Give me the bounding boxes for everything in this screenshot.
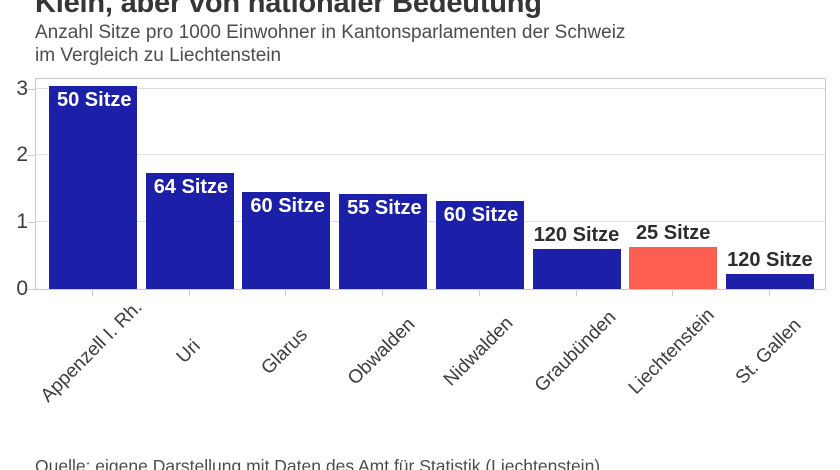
x-tick-mark-st-gallen bbox=[768, 290, 770, 296]
y-axis-tick-label-2: 2 bbox=[16, 143, 28, 167]
chart-subtitle: Anzahl Sitze pro 1000 Einwohner in Kanto… bbox=[35, 22, 625, 67]
subtitle-line-2: im Vergleich zu Liechtenstein bbox=[35, 44, 282, 66]
x-tick-mark-obwalden bbox=[382, 290, 384, 296]
y-tick-mark-1 bbox=[28, 222, 35, 224]
x-axis-label-glarus: Glarus bbox=[257, 324, 313, 379]
bar-value-label-st-gallen: 120 Sitze bbox=[727, 249, 813, 272]
bar-nidwalden: 60 Sitze bbox=[435, 200, 524, 289]
bar-value-label-appenzell-i-rh: 50 Sitze bbox=[57, 88, 132, 111]
x-axis-label-liechtenstein: Liechtenstein bbox=[624, 304, 719, 399]
source-line-1: Quelle: eigene Darstellung mit Daten des… bbox=[35, 455, 601, 470]
x-axis-label-uri: Uri bbox=[172, 335, 205, 368]
plot-area: 50 Sitze 64 Sitze 60 Sitze 55 Sitze 60 Sitze… bbox=[35, 78, 826, 290]
x-axis-label-graub-nden: Graubünden bbox=[530, 306, 620, 397]
bar-obwalden: 55 Sitze bbox=[339, 194, 428, 289]
bar-value-label-uri: 64 Sitze bbox=[153, 176, 229, 199]
bar-value-label-liechtenstein: 25 Sitze bbox=[635, 221, 711, 244]
y-tick-mark-0 bbox=[28, 289, 35, 290]
bar-glarus: 60 Sitze bbox=[242, 192, 331, 289]
x-axis-label-obwalden: Obwalden bbox=[344, 313, 420, 390]
x-axis-label-st-gallen: St. Gallen bbox=[731, 314, 806, 389]
bar-liechtenstein bbox=[629, 246, 718, 289]
bar-uri: 64 Sitze bbox=[145, 173, 234, 289]
x-tick-mark-glarus bbox=[285, 290, 287, 296]
subtitle-line-1: Anzahl Sitze pro 1000 Einwohner in Kanto… bbox=[35, 22, 626, 43]
x-axis-label-nidwalden: Nidwalden bbox=[439, 312, 518, 391]
bar-appenzell-i-rh: 50 Sitze bbox=[49, 85, 137, 289]
y-axis-tick-label-3: 3 bbox=[16, 76, 28, 100]
x-tick-mark-nidwalden bbox=[478, 290, 480, 296]
bar-value-label-graub-nden: 120 Sitze bbox=[533, 223, 620, 246]
chart-title: Klein, aber von nationaler Bedeutung bbox=[35, 0, 542, 19]
x-tick-mark-uri bbox=[188, 290, 190, 296]
bar-value-label-glarus: 60 Sitze bbox=[250, 195, 325, 218]
gridline-2 bbox=[36, 154, 825, 156]
x-tick-mark-appenzell-i-rh bbox=[92, 290, 93, 296]
bar-st-gallen bbox=[725, 274, 814, 289]
bar-graub-nden bbox=[532, 248, 621, 289]
source-note: Quelle: eigene Darstellung mit Daten des… bbox=[35, 455, 600, 470]
bar-value-label-nidwalden: 60 Sitze bbox=[443, 203, 519, 226]
gridline-1 bbox=[36, 221, 825, 223]
y-axis-tick-label-1: 1 bbox=[16, 210, 28, 234]
y-tick-mark-2 bbox=[28, 155, 35, 157]
y-tick-mark-3 bbox=[28, 88, 35, 90]
y-axis-tick-label-0: 0 bbox=[16, 277, 28, 300]
x-tick-mark-graub-nden bbox=[575, 290, 577, 296]
gridline-3 bbox=[36, 87, 825, 89]
bar-value-label-obwalden: 55 Sitze bbox=[347, 197, 422, 220]
x-axis-label-appenzell-i-rh: Appenzell I. Rh. bbox=[36, 296, 147, 407]
x-tick-mark-liechtenstein bbox=[672, 290, 674, 296]
